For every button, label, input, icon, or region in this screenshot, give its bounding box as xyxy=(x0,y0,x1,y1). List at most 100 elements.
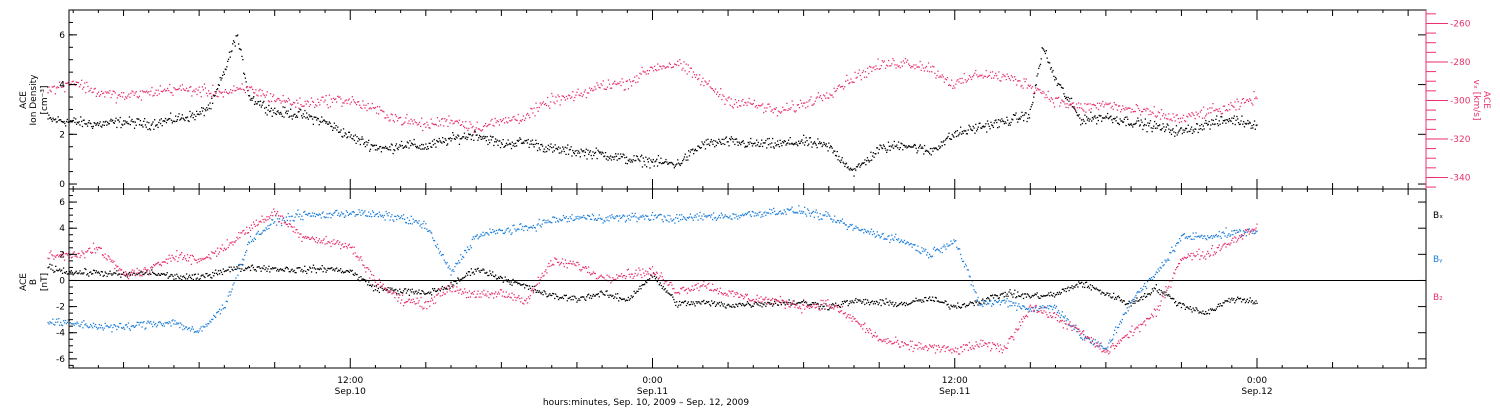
data-point-bx xyxy=(1179,302,1182,304)
data-point-bx xyxy=(719,305,721,307)
data-point-by xyxy=(1163,264,1165,266)
data-point-bx xyxy=(731,306,733,308)
data-point-ion-density xyxy=(1191,132,1194,134)
data-point-vx xyxy=(180,89,182,91)
data-point-by xyxy=(274,221,276,223)
data-point-vx xyxy=(238,88,240,90)
data-point-vx xyxy=(1188,113,1190,115)
data-point-bx xyxy=(587,294,589,296)
data-point-bx xyxy=(469,274,472,276)
data-point-vx xyxy=(1232,105,1234,108)
data-point-ion-density xyxy=(966,133,968,135)
data-point-vx xyxy=(927,62,930,64)
data-point-bx xyxy=(1018,295,1020,297)
data-point-by xyxy=(960,258,963,260)
data-point-ion-density xyxy=(268,104,270,107)
data-point-ion-density xyxy=(558,152,560,154)
data-point-ion-density xyxy=(1074,108,1076,110)
data-point-by xyxy=(709,214,711,216)
data-point-by xyxy=(1066,318,1068,320)
data-point-by xyxy=(380,215,382,218)
data-point-by xyxy=(514,228,516,230)
data-point-vx xyxy=(765,110,767,112)
data-point-by xyxy=(1108,342,1110,344)
data-point-ion-density xyxy=(1149,120,1152,122)
data-point-vx xyxy=(531,108,533,110)
data-point-by xyxy=(861,228,863,231)
data-point-ion-density xyxy=(458,135,460,137)
data-point-ion-density xyxy=(677,162,680,164)
data-point-by xyxy=(1151,279,1154,281)
data-point-bx xyxy=(333,268,335,270)
data-point-ion-density xyxy=(1182,129,1184,131)
data-point-ion-density xyxy=(1052,69,1054,72)
data-point-bx xyxy=(346,270,348,272)
data-point-by xyxy=(291,215,293,217)
data-point-by xyxy=(539,224,541,227)
data-point-bx xyxy=(426,292,428,295)
data-point-vx xyxy=(224,89,227,91)
data-point-ion-density xyxy=(122,124,124,126)
data-point-vx xyxy=(352,99,355,101)
data-point-bx xyxy=(79,270,81,272)
data-point-by xyxy=(430,231,432,233)
data-point-vx xyxy=(327,107,329,109)
data-point-by xyxy=(961,260,964,263)
data-point-vx xyxy=(731,105,733,108)
data-point-vx xyxy=(141,90,144,92)
data-point-vx xyxy=(1233,106,1235,108)
data-point-ion-density xyxy=(805,137,807,139)
data-point-bx xyxy=(802,301,804,303)
data-point-vx xyxy=(142,91,145,93)
data-point-bx xyxy=(744,304,747,306)
data-point-ion-density xyxy=(258,100,260,103)
data-point-ion-density xyxy=(125,122,127,124)
data-point-vx xyxy=(803,102,805,104)
data-point-by xyxy=(243,259,245,261)
data-point-ion-density xyxy=(817,138,819,140)
data-point-vx xyxy=(871,70,873,72)
data-point-bx xyxy=(599,291,601,293)
data-point-ion-density xyxy=(436,139,438,142)
data-point-bx xyxy=(805,302,808,304)
data-point-by xyxy=(1005,300,1007,302)
data-point-by xyxy=(568,220,570,223)
data-point-ion-density xyxy=(1214,123,1216,125)
data-point-bx xyxy=(1123,300,1125,302)
data-point-vx xyxy=(1201,117,1204,119)
data-point-bx xyxy=(897,304,899,307)
data-point-vx xyxy=(1076,107,1079,109)
data-point-ion-density xyxy=(774,142,776,144)
data-point-by xyxy=(927,251,929,254)
data-point-ion-density xyxy=(1204,122,1206,124)
data-point-by xyxy=(667,214,669,217)
data-point-bx xyxy=(592,293,595,296)
data-point-ion-density xyxy=(492,136,494,138)
data-point-by xyxy=(127,322,130,324)
data-point-by xyxy=(190,328,193,330)
data-point-by xyxy=(797,212,799,214)
data-point-ion-density xyxy=(844,165,846,168)
data-point-ion-density xyxy=(1110,115,1112,117)
data-point-ion-density xyxy=(337,126,339,128)
data-point-by xyxy=(227,295,229,297)
data-point-bx xyxy=(125,274,128,276)
data-point-vx xyxy=(986,76,988,78)
data-point-vx xyxy=(296,99,298,101)
data-point-ion-density xyxy=(419,145,421,147)
data-point-vx xyxy=(484,125,486,127)
data-point-ion-density xyxy=(342,136,344,138)
data-point-bx xyxy=(881,299,883,301)
data-point-ion-density xyxy=(1175,132,1177,134)
data-point-vx xyxy=(1202,106,1205,108)
data-point-by xyxy=(965,265,968,267)
data-point-by xyxy=(794,211,796,214)
data-point-by xyxy=(586,218,588,220)
data-point-by xyxy=(801,210,803,213)
data-point-bx xyxy=(424,293,426,295)
data-point-vx xyxy=(79,84,82,86)
data-point-by xyxy=(87,326,89,328)
data-point-bx xyxy=(51,264,53,266)
data-point-bx xyxy=(1087,285,1090,287)
data-point-ion-density xyxy=(185,117,188,119)
